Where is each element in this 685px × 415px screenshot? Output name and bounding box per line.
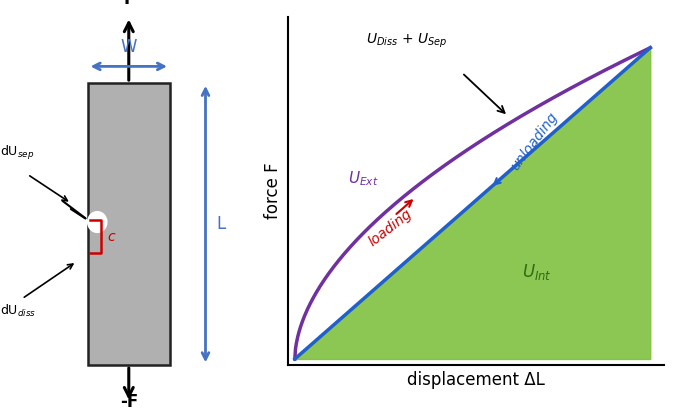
Bar [88, 83, 170, 365]
Text: $U_{Diss}$ + $U_{Sep}$: $U_{Diss}$ + $U_{Sep}$ [366, 32, 447, 51]
Text: -F: -F [120, 393, 138, 411]
Text: L: L [216, 215, 226, 233]
Text: c: c [107, 229, 114, 244]
Text: dU$_{diss}$: dU$_{diss}$ [0, 303, 36, 319]
Y-axis label: force F: force F [264, 163, 282, 219]
Text: dU$_{sep}$: dU$_{sep}$ [0, 144, 34, 162]
Text: $U_{Int}$: $U_{Int}$ [521, 262, 551, 282]
X-axis label: displacement ΔL: displacement ΔL [407, 371, 545, 389]
Text: unloading: unloading [508, 110, 560, 173]
Text: loading: loading [366, 207, 414, 249]
Text: F: F [123, 0, 134, 8]
Text: $U_{Ext}$: $U_{Ext}$ [348, 169, 379, 188]
Text: W: W [121, 38, 137, 56]
Ellipse shape [88, 212, 107, 232]
